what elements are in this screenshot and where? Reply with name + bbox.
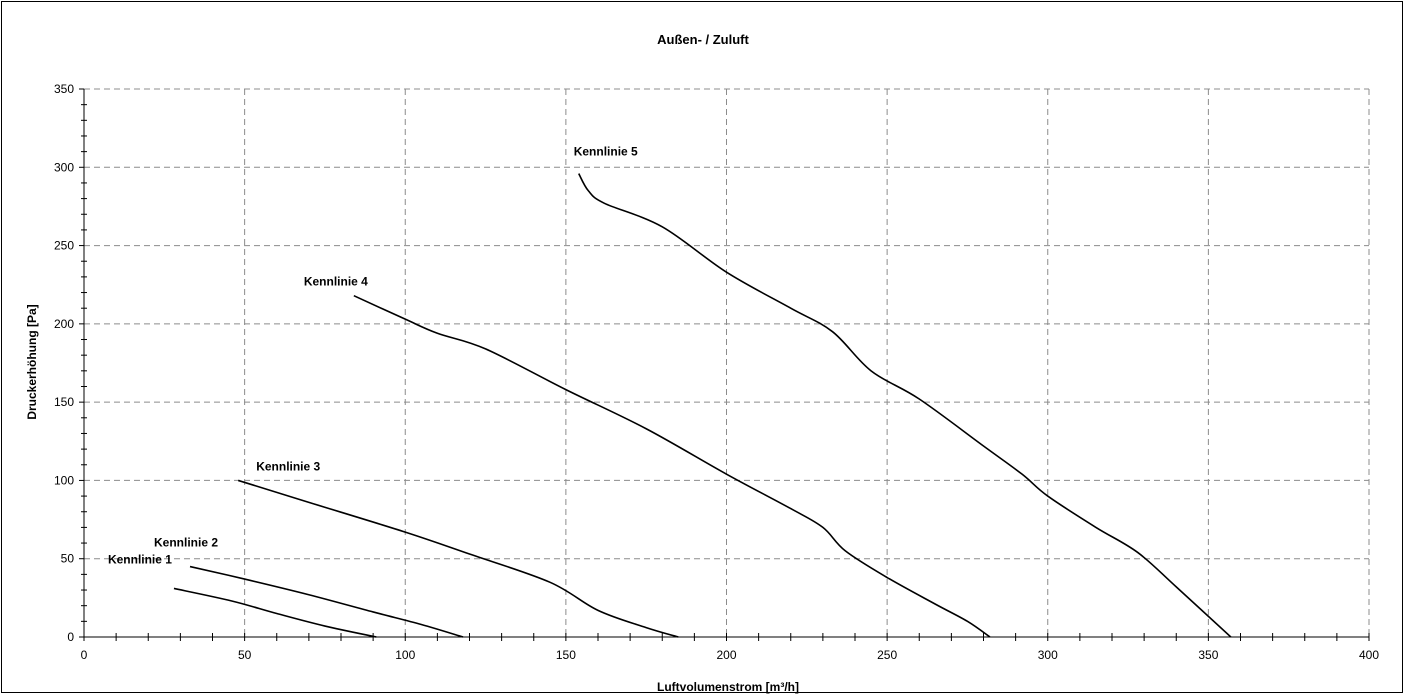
x-tick-label: 0	[81, 648, 88, 662]
y-tick-label: 200	[54, 317, 74, 331]
y-tick-label: 0	[67, 630, 74, 644]
series-line-5	[578, 173, 1232, 638]
x-axis-title: Luftvolumenstrom [m³/h]	[657, 680, 799, 694]
y-axis-title: Druckerhöhung [Pa]	[25, 304, 39, 419]
series-line-2	[189, 565, 464, 638]
x-tick-label: 150	[556, 648, 576, 662]
x-tick-label: 50	[238, 648, 252, 662]
y-tick-label: 350	[54, 82, 74, 96]
series-labels: Kennlinie 1 Kennlinie 2 Kennlinie 3 Kennlin…	[108, 145, 638, 567]
grid	[84, 88, 1370, 637]
series-label-4: Kennlinie 4	[304, 275, 368, 289]
x-tick-label: 400	[1359, 648, 1379, 662]
x-tick-label: 350	[1198, 648, 1218, 662]
x-tick-label: 300	[1038, 648, 1058, 662]
series-label-5: Kennlinie 5	[574, 145, 638, 159]
y-tick-label: 150	[54, 395, 74, 409]
y-tick-label: 250	[54, 239, 74, 253]
series-label-2: Kennlinie 2	[154, 536, 218, 550]
chart-title: Außen- / Zuluft	[657, 32, 749, 47]
series-line-1	[173, 587, 377, 638]
series-lines	[173, 173, 1232, 638]
x-tick-label: 100	[395, 648, 415, 662]
tick-labels: 0 50 100 150 200 250 300 350 400 0 50 100 150 200 250 3…	[54, 82, 1379, 662]
series-line-4	[353, 294, 991, 638]
x-tick-label: 200	[716, 648, 736, 662]
y-tick-label: 300	[54, 160, 74, 174]
y-tick-label: 100	[54, 473, 74, 487]
y-tick-label: 50	[61, 552, 75, 566]
x-tick-label: 250	[877, 648, 897, 662]
axes	[79, 88, 1370, 641]
series-label-3: Kennlinie 3	[256, 459, 320, 473]
series-line-3	[237, 479, 679, 638]
series-label-1: Kennlinie 1	[108, 552, 172, 566]
